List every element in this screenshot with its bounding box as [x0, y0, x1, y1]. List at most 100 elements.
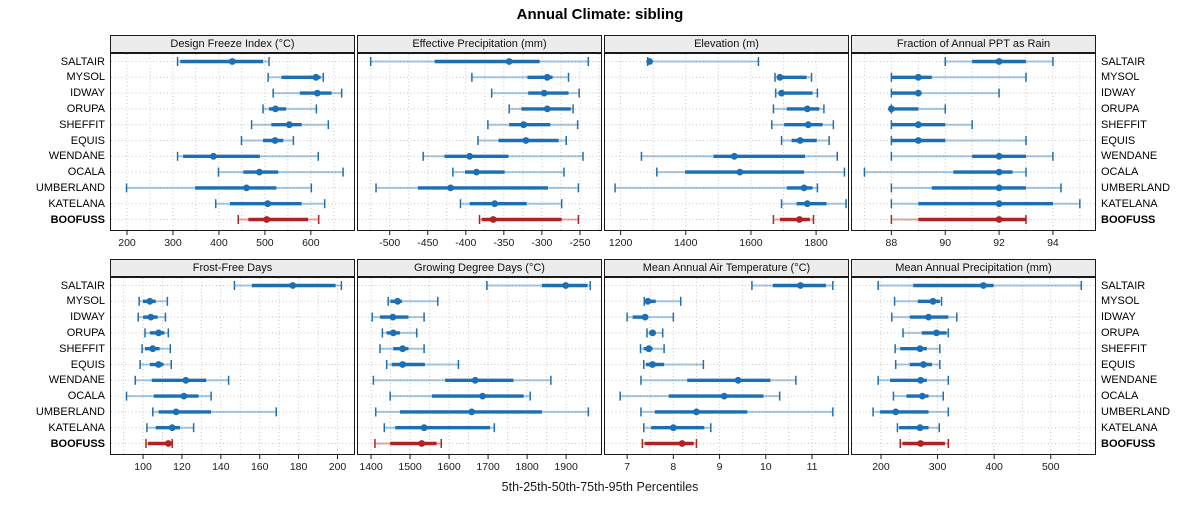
median-dot: [720, 392, 728, 400]
site-label-left: KATELANA: [48, 421, 105, 434]
panel-strip: Effective Precipitation (mm): [357, 35, 602, 53]
tick-label: 400: [210, 237, 228, 249]
panel: [851, 53, 1096, 231]
site-label-left: OCALA: [67, 390, 105, 403]
median-dot: [540, 89, 548, 97]
site-label-left: WENDANE: [48, 150, 105, 163]
median-dot: [995, 184, 1003, 192]
site-label-right: EQUIS: [1101, 358, 1136, 371]
median-dot: [649, 361, 656, 368]
tick-label: 8: [670, 461, 676, 473]
median-dot: [669, 424, 677, 432]
site-label-right: MYSOL: [1101, 295, 1140, 308]
site-label-left: SALTAIR: [60, 55, 105, 68]
tick-label: 140: [212, 461, 230, 473]
site-label-right: OCALA: [1101, 390, 1139, 403]
median-dot: [803, 200, 811, 208]
panel: [357, 277, 602, 455]
median-dot: [914, 137, 922, 144]
tick-label: 94: [1047, 237, 1059, 249]
median-dot: [164, 440, 172, 447]
panel: [110, 277, 355, 455]
site-label-right: OCALA: [1101, 166, 1139, 179]
site-label-left: EQUIS: [70, 134, 105, 147]
tick-label: -400: [455, 237, 476, 249]
panel-strip-title: Elevation (m): [694, 38, 759, 50]
median-dot: [917, 440, 924, 447]
tick-label: 120: [173, 461, 191, 473]
x-axis: -500 -450 -400 -350 -300 -250: [379, 231, 591, 249]
tick-label: 160: [251, 461, 269, 473]
tick-label: 1800: [515, 461, 539, 473]
median-dot: [522, 137, 530, 144]
site-label-right: MYSOL: [1101, 71, 1140, 84]
median-dot: [228, 58, 236, 65]
median-dot: [168, 424, 176, 432]
tick-label: 1900: [554, 461, 578, 473]
panel: [851, 277, 1096, 455]
median-dot: [995, 168, 1003, 176]
panel-strip: Growing Degree Days (°C): [357, 259, 602, 277]
median-dot: [892, 408, 900, 416]
median-dot: [471, 376, 479, 384]
median-dot: [914, 73, 922, 81]
site-label-left: IDWAY: [70, 87, 105, 100]
tick-label: 1400: [359, 461, 383, 473]
panel-strip: Fraction of Annual PPT as Rain: [851, 35, 1096, 53]
axis-caption: 5th-25th-50th-75th-95th Percentiles: [501, 480, 699, 494]
median-dot: [289, 282, 297, 289]
panel: [604, 277, 849, 455]
median-dot: [520, 121, 528, 129]
tick-label: 9: [717, 461, 723, 473]
median-dot: [776, 73, 784, 81]
panel-strip-title: Frost-Free Days: [192, 262, 273, 274]
tick-label: 1700: [476, 461, 500, 473]
site-label-right: EQUIS: [1101, 134, 1136, 147]
site-label-left: WENDANE: [48, 374, 105, 387]
site-label-right: SHEFFIT: [1101, 118, 1147, 131]
median-dot: [479, 392, 487, 400]
tick-label: -350: [493, 237, 514, 249]
tick-label: 7: [624, 461, 630, 473]
x-axis: 200 300 400 500 600: [118, 231, 320, 249]
panel-border: [851, 277, 1096, 455]
median-dot: [489, 216, 497, 223]
panel: [110, 53, 355, 231]
median-dot: [929, 297, 937, 305]
median-dot: [796, 216, 803, 223]
median-dot: [543, 73, 551, 81]
site-label-right: SALTAIR: [1101, 55, 1146, 68]
median-dot: [797, 282, 804, 289]
tick-label: 1800: [804, 237, 828, 249]
chart-title: Annual Climate: sibling: [516, 6, 684, 23]
panel-strip: Elevation (m): [604, 35, 849, 53]
median-dot: [887, 105, 895, 113]
median-dot: [796, 137, 804, 144]
median-dot: [180, 392, 188, 400]
median-dot: [645, 345, 653, 353]
tick-label: 500: [256, 237, 274, 249]
tick-label: -300: [531, 237, 552, 249]
median-dot: [995, 58, 1003, 65]
median-dot: [243, 184, 250, 192]
x-axis: 1200 1400 1600 1800: [609, 231, 828, 249]
site-label-right: BOOFUSS: [1101, 437, 1156, 450]
tick-label: 600: [302, 237, 320, 249]
median-dot: [562, 282, 570, 289]
site-label-right: UMBERLAND: [1101, 405, 1171, 418]
panel: [604, 53, 849, 231]
x-axis: 100 120 140 160 180 200: [134, 455, 347, 473]
tick-label: 200: [329, 461, 347, 473]
panel-strip: Mean Annual Precipitation (mm): [851, 259, 1096, 277]
median-dot: [182, 376, 190, 384]
tick-label: 88: [886, 237, 898, 249]
panel-strip-title: Growing Degree Days (°C): [414, 262, 545, 274]
median-dot: [313, 89, 321, 97]
median-dot: [399, 345, 407, 353]
tick-label: 1600: [739, 237, 763, 249]
median-dot: [916, 345, 924, 353]
median-dot: [920, 361, 927, 368]
median-dot: [210, 152, 217, 160]
panel-strip-title: Mean Annual Precipitation (mm): [895, 262, 1052, 274]
tick-label: 300: [929, 461, 947, 473]
